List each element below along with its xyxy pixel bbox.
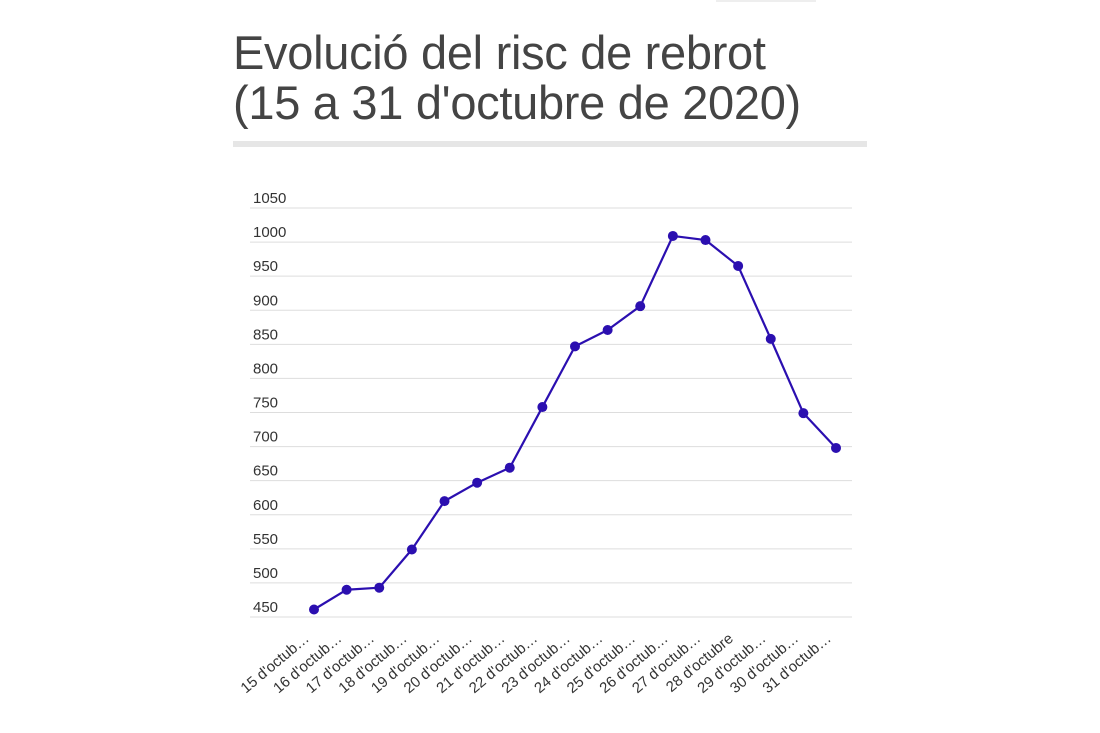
data-point	[733, 260, 744, 271]
y-tick-label: 800	[253, 360, 278, 377]
data-point	[667, 230, 678, 241]
data-point	[602, 325, 613, 336]
data-point	[700, 235, 711, 246]
chart-title-line-2: (15 a 31 d'octubre de 2020)	[233, 76, 801, 129]
top-edge-bar	[716, 0, 816, 2]
data-points	[309, 230, 841, 615]
y-tick-label: 900	[253, 292, 278, 309]
x-tick-labels: 15 d'octub…16 d'octub…17 d'octub…18 d'oc…	[237, 630, 834, 697]
y-tick-label: 650	[253, 463, 278, 480]
y-tick-label: 1050	[253, 190, 286, 207]
title-underline	[233, 141, 867, 147]
data-point	[537, 402, 548, 413]
data-point	[309, 604, 319, 615]
y-tick-label: 700	[253, 429, 278, 446]
data-point	[374, 582, 385, 593]
y-tick-labels: 450 500 550 600 650 700 750 800 850 900 950 1000 105…	[253, 190, 286, 616]
data-point	[341, 584, 352, 595]
y-tick-label: 850	[253, 326, 278, 343]
y-tick-label: 750	[253, 395, 278, 412]
series-line-group	[313, 234, 837, 611]
y-tick-label: 1000	[253, 224, 286, 241]
grid-lines	[250, 207, 852, 618]
data-point	[504, 462, 515, 473]
y-tick-label: 450	[253, 599, 278, 616]
chart-title-line-1: Evolució del risc de rebrot	[233, 26, 766, 79]
y-tick-label: 500	[253, 565, 278, 582]
data-point	[570, 341, 580, 352]
data-point	[831, 442, 841, 453]
data-point	[406, 544, 417, 555]
data-point	[765, 333, 776, 344]
data-point	[798, 408, 809, 419]
series-line	[313, 234, 837, 611]
data-point	[472, 477, 483, 488]
y-tick-label: 550	[253, 531, 278, 548]
data-point	[635, 301, 646, 312]
chart-title: Evolució del risc de rebrot (15 a 31 d'o…	[233, 28, 801, 128]
y-tick-label: 950	[253, 258, 278, 275]
data-point	[439, 496, 450, 507]
y-tick-label: 600	[253, 497, 278, 514]
